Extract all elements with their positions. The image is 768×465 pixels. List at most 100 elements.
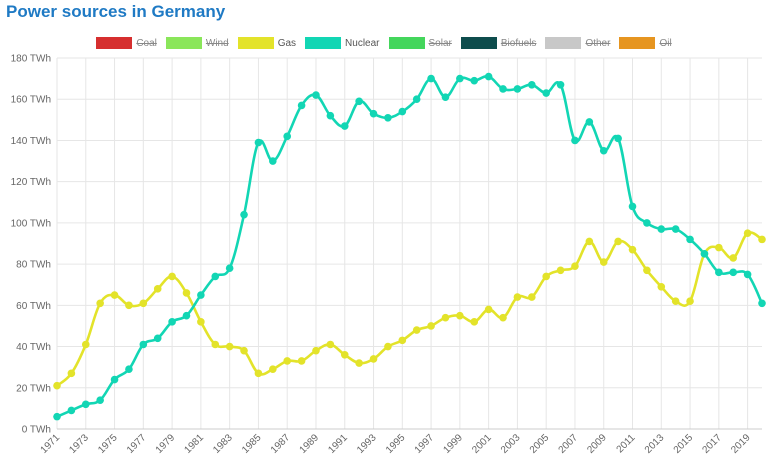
data-point-gas-1990[interactable]: [326, 340, 335, 349]
data-point-nuclear-2016[interactable]: [700, 250, 709, 258]
data-point-gas-2004[interactable]: [527, 293, 536, 301]
data-point-nuclear-2010[interactable]: [614, 134, 622, 143]
data-point-nuclear-2014[interactable]: [671, 225, 680, 233]
data-point-nuclear-2000[interactable]: [470, 76, 479, 85]
data-point-gas-2020[interactable]: [758, 235, 766, 244]
data-point-gas-2012[interactable]: [643, 266, 651, 275]
data-point-nuclear-1981[interactable]: [197, 291, 205, 299]
data-point-gas-1999[interactable]: [456, 311, 464, 320]
data-point-gas-2002[interactable]: [499, 313, 507, 322]
data-point-gas-2013[interactable]: [657, 282, 666, 291]
data-point-nuclear-1982[interactable]: [211, 272, 220, 281]
data-point-nuclear-2002[interactable]: [499, 85, 507, 93]
data-point-nuclear-1986[interactable]: [269, 157, 277, 165]
legend-item-coal[interactable]: Coal: [96, 37, 157, 49]
data-point-nuclear-1973[interactable]: [81, 400, 90, 409]
data-point-nuclear-1998[interactable]: [441, 93, 450, 101]
data-point-gas-1995[interactable]: [398, 336, 407, 345]
data-point-gas-2007[interactable]: [571, 262, 579, 270]
data-point-nuclear-1991[interactable]: [340, 122, 349, 130]
data-point-nuclear-1987[interactable]: [283, 132, 292, 141]
data-point-nuclear-1988[interactable]: [297, 101, 306, 110]
data-point-nuclear-1971[interactable]: [53, 412, 61, 421]
data-point-gas-2006[interactable]: [556, 266, 565, 275]
data-point-nuclear-1990[interactable]: [326, 111, 335, 120]
data-point-gas-1996[interactable]: [412, 326, 421, 334]
data-point-nuclear-2003[interactable]: [513, 85, 522, 93]
data-point-nuclear-2008[interactable]: [585, 118, 594, 126]
data-point-gas-1998[interactable]: [441, 313, 450, 322]
data-point-nuclear-1978[interactable]: [153, 334, 162, 343]
data-point-nuclear-2005[interactable]: [542, 89, 550, 97]
legend-item-nuclear[interactable]: Nuclear: [305, 37, 380, 49]
data-point-nuclear-2001[interactable]: [484, 72, 493, 81]
data-point-gas-1983[interactable]: [225, 342, 234, 351]
data-point-nuclear-2017[interactable]: [715, 268, 723, 277]
data-point-gas-1974[interactable]: [96, 299, 104, 308]
data-point-gas-1975[interactable]: [110, 291, 119, 299]
data-point-nuclear-2012[interactable]: [643, 219, 651, 227]
legend-item-gas[interactable]: Gas: [237, 37, 296, 49]
data-point-nuclear-2019[interactable]: [743, 270, 752, 279]
data-point-gas-2010[interactable]: [614, 237, 622, 246]
data-point-nuclear-1999[interactable]: [456, 74, 464, 83]
data-point-nuclear-1983[interactable]: [225, 264, 234, 273]
data-point-nuclear-1976[interactable]: [125, 365, 133, 374]
data-point-gas-1982[interactable]: [211, 340, 220, 349]
data-point-nuclear-1985[interactable]: [254, 138, 263, 147]
legend-item-solar[interactable]: Solar: [388, 37, 452, 49]
data-point-nuclear-2006[interactable]: [556, 80, 565, 89]
data-point-nuclear-2004[interactable]: [527, 80, 536, 89]
data-point-gas-1989[interactable]: [312, 346, 320, 355]
legend-item-biofuels[interactable]: Biofuels: [460, 37, 536, 49]
data-point-gas-1993[interactable]: [369, 355, 378, 363]
data-point-gas-1985[interactable]: [254, 369, 263, 378]
data-point-gas-2019[interactable]: [743, 229, 752, 237]
data-point-nuclear-1992[interactable]: [355, 97, 363, 106]
data-point-nuclear-1993[interactable]: [369, 109, 378, 118]
data-point-gas-1992[interactable]: [355, 359, 363, 367]
data-point-gas-2000[interactable]: [470, 318, 479, 326]
data-point-nuclear-1980[interactable]: [182, 311, 191, 320]
data-point-nuclear-1974[interactable]: [96, 396, 104, 404]
legend-item-wind[interactable]: Wind: [165, 37, 229, 49]
data-point-gas-1987[interactable]: [283, 357, 292, 365]
data-point-gas-2009[interactable]: [599, 258, 608, 266]
data-point-nuclear-1994[interactable]: [384, 113, 392, 122]
legend-item-other[interactable]: Other: [545, 37, 610, 49]
data-point-nuclear-1972[interactable]: [67, 406, 76, 415]
data-point-gas-1997[interactable]: [427, 322, 435, 330]
data-point-nuclear-2009[interactable]: [599, 146, 608, 155]
data-point-gas-2014[interactable]: [671, 297, 680, 306]
legend-item-oil[interactable]: Oil: [619, 37, 672, 49]
data-point-gas-2015[interactable]: [686, 297, 694, 306]
data-point-nuclear-2015[interactable]: [686, 235, 694, 244]
data-point-gas-1979[interactable]: [168, 272, 176, 281]
data-point-gas-1971[interactable]: [53, 381, 61, 390]
data-point-nuclear-1989[interactable]: [312, 91, 320, 99]
data-point-nuclear-2018[interactable]: [729, 268, 738, 277]
data-point-gas-2018[interactable]: [729, 254, 738, 262]
data-point-gas-2001[interactable]: [484, 305, 493, 314]
data-point-gas-1991[interactable]: [340, 351, 349, 359]
data-point-gas-1976[interactable]: [125, 301, 133, 310]
data-point-nuclear-1984[interactable]: [240, 210, 248, 219]
data-point-nuclear-2020[interactable]: [758, 299, 766, 308]
data-point-gas-1972[interactable]: [67, 369, 76, 378]
data-point-gas-2011[interactable]: [628, 245, 637, 254]
data-point-gas-2008[interactable]: [585, 237, 594, 246]
data-point-gas-2003[interactable]: [513, 293, 522, 301]
data-point-gas-1978[interactable]: [153, 285, 162, 293]
data-point-gas-1973[interactable]: [81, 340, 90, 349]
data-point-gas-1986[interactable]: [269, 365, 277, 374]
data-point-nuclear-2013[interactable]: [657, 225, 666, 233]
data-point-nuclear-1975[interactable]: [110, 375, 119, 384]
data-point-gas-1988[interactable]: [297, 357, 306, 365]
data-point-nuclear-2011[interactable]: [628, 202, 637, 211]
data-point-gas-2005[interactable]: [542, 272, 550, 281]
data-point-nuclear-1997[interactable]: [427, 74, 435, 83]
data-point-gas-1981[interactable]: [197, 318, 205, 326]
data-point-gas-1980[interactable]: [182, 289, 191, 297]
data-point-gas-1984[interactable]: [240, 346, 248, 355]
data-point-gas-1994[interactable]: [384, 342, 392, 351]
